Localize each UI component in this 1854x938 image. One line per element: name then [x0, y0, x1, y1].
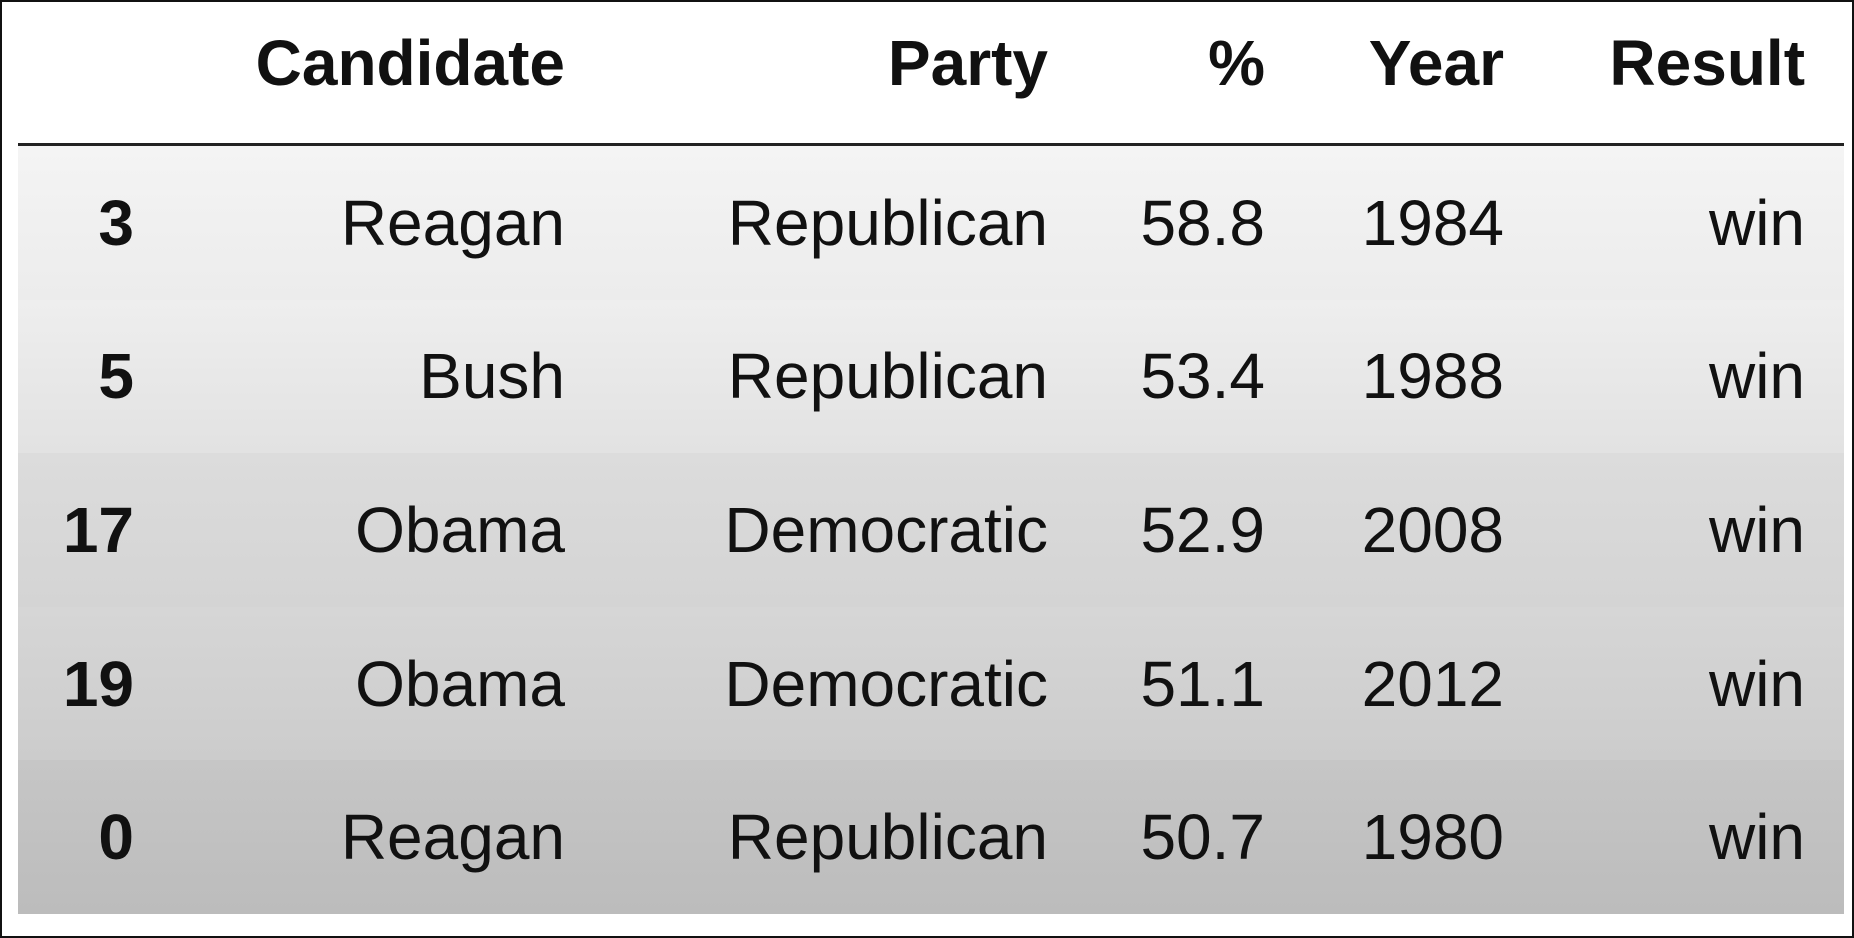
table-cell: Bush — [419, 340, 565, 413]
table-cell: Obama — [355, 647, 565, 720]
table-row — [18, 606, 1844, 761]
table-cell: 1988 — [1361, 340, 1504, 413]
column-header: Result — [1609, 27, 1805, 99]
row-index: 19 — [62, 647, 134, 720]
column-header: % — [1208, 27, 1265, 99]
column-header: Party — [887, 27, 1048, 99]
row-index: 17 — [62, 494, 134, 566]
table-cell: Republican — [727, 801, 1048, 874]
column-header: Year — [1368, 27, 1504, 99]
table-cell: Democratic — [724, 494, 1048, 566]
table-cell: 52.9 — [1140, 494, 1265, 566]
row-index: 3 — [98, 186, 134, 259]
table-cell: 53.4 — [1140, 340, 1265, 413]
table-cell: 51.1 — [1140, 647, 1265, 720]
table-cell: 1980 — [1361, 801, 1504, 874]
row-index: 5 — [98, 340, 134, 413]
table-cell: Democratic — [724, 647, 1048, 720]
table-cell: Republican — [727, 186, 1048, 259]
table-cell: 2012 — [1361, 647, 1504, 720]
table-cell: win — [1708, 647, 1805, 720]
table-cell: Republican — [727, 340, 1048, 413]
table-cell: Reagan — [340, 186, 565, 259]
table-cell: win — [1708, 340, 1805, 413]
table-cell: 50.7 — [1140, 801, 1265, 874]
table-cell: win — [1708, 186, 1805, 259]
table-row — [18, 299, 1844, 454]
table-cell: Obama — [355, 494, 565, 566]
header-rule — [18, 143, 1844, 146]
table-cell: win — [1708, 801, 1805, 874]
table-cell: Reagan — [340, 801, 565, 874]
table-row — [18, 146, 1844, 300]
table-row — [18, 453, 1844, 607]
table-row — [18, 760, 1844, 914]
row-index: 0 — [98, 801, 134, 874]
table-cell: win — [1708, 494, 1805, 566]
column-header: Candidate — [255, 27, 565, 99]
table-cell: 58.8 — [1140, 186, 1265, 259]
table-cell: 2008 — [1361, 494, 1504, 566]
table-cell: 1984 — [1361, 186, 1504, 259]
